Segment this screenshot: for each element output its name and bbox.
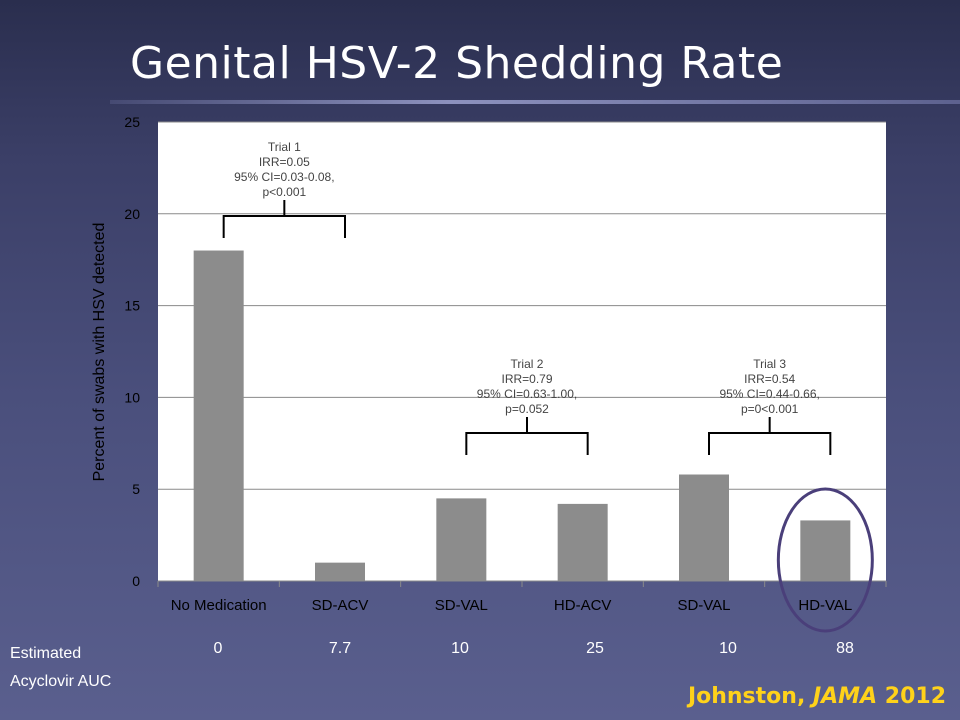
y-tick-label: 15: [124, 298, 140, 314]
auc-label-line2: Acyclovir AUC: [10, 673, 112, 690]
y-tick-label: 5: [132, 481, 140, 497]
annotation-line: 95% CI=0.44-0.66,: [719, 387, 819, 401]
x-tick-label: HD-VAL: [798, 597, 852, 614]
x-tick-label: HD-ACV: [554, 597, 612, 614]
annotation-line: p=0<0.001: [741, 402, 799, 416]
auc-value: 25: [586, 640, 604, 657]
bar: [679, 474, 729, 581]
annotation-line: Trial 2: [511, 357, 544, 371]
auc-value: 88: [836, 640, 854, 657]
y-tick-label: 10: [124, 389, 140, 405]
bar: [193, 250, 244, 581]
bar: [436, 498, 487, 581]
annotation-line: Trial 1: [268, 140, 301, 154]
citation-journal: JAMA: [812, 684, 878, 709]
citation-year: 2012: [877, 684, 946, 709]
annotation-line: p=0.052: [505, 402, 549, 416]
y-tick-label: 0: [132, 573, 140, 589]
annotation-line: IRR=0.05: [259, 155, 310, 169]
x-tick-label: SD-ACV: [312, 597, 369, 614]
highlight-circle: [776, 487, 874, 633]
title-divider: [110, 100, 960, 104]
auc-value: 7.7: [328, 640, 352, 657]
plot-area: [158, 122, 886, 581]
x-tick-label: SD-VAL: [435, 597, 488, 614]
annotation-line: 95% CI=0.63-1.00,: [477, 387, 577, 401]
y-tick-label: 20: [124, 206, 140, 222]
slide-title: Genital HSV-2 Shedding Rate: [130, 38, 784, 89]
annotation-line: Trial 3: [753, 357, 786, 371]
auc-label: Estimated Acyclovir AUC: [10, 640, 150, 696]
annotation-line: IRR=0.79: [501, 372, 552, 386]
auc-value: 10: [451, 640, 469, 657]
auc-value: 0: [213, 640, 223, 657]
auc-value: 10: [719, 640, 737, 657]
y-tick-label: 25: [124, 114, 140, 130]
annotation-line: p<0.001: [262, 185, 306, 199]
auc-label-line1: Estimated: [10, 645, 82, 662]
bar: [315, 562, 365, 581]
annotation-line: IRR=0.54: [744, 372, 795, 386]
x-tick-label: No Medication: [171, 597, 267, 614]
y-axis-label: Percent of swabs with HSV detected: [91, 223, 108, 482]
x-tick-label: SD-VAL: [677, 597, 730, 614]
annotation-line: 95% CI=0.03-0.08,: [234, 170, 334, 184]
citation: Johnston, JAMA 2012: [688, 684, 946, 709]
bar: [800, 520, 851, 581]
citation-author: Johnston,: [687, 684, 813, 709]
bar: [557, 503, 608, 581]
